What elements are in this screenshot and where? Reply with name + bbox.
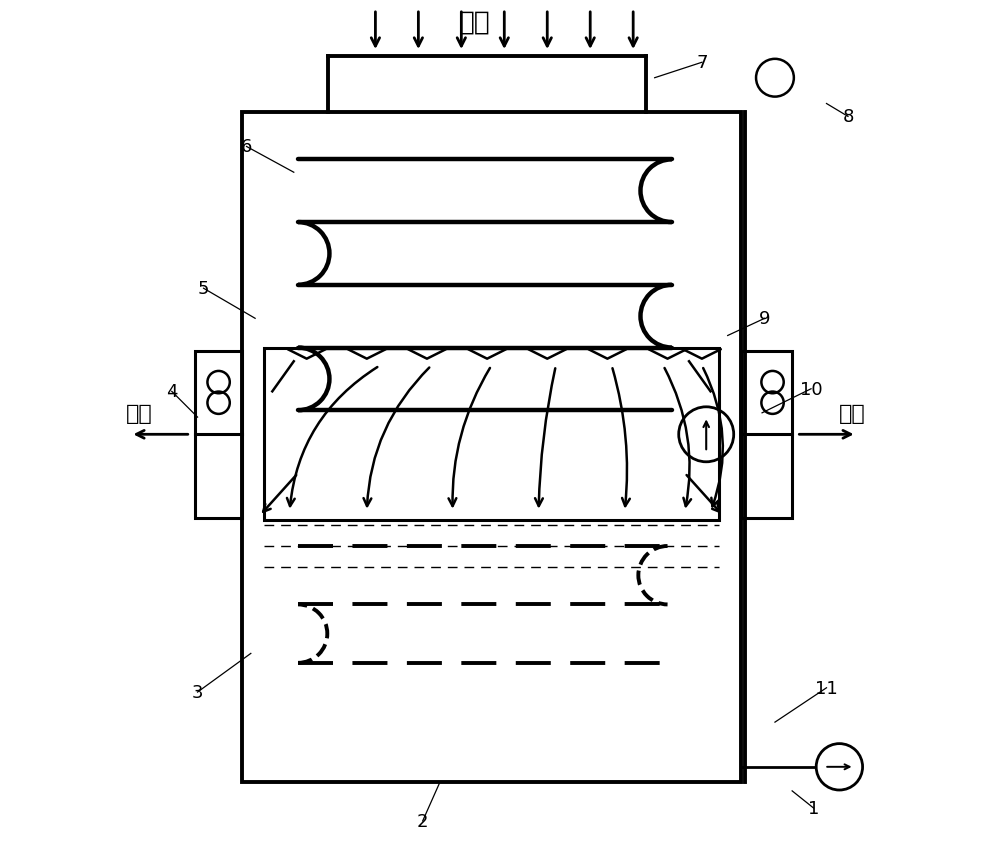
Text: 11: 11	[815, 679, 838, 697]
Text: 烟气: 烟气	[458, 9, 490, 36]
Text: 2: 2	[417, 812, 428, 830]
Text: 6: 6	[241, 139, 252, 157]
Text: 10: 10	[800, 381, 822, 399]
Text: 4: 4	[166, 383, 178, 401]
Text: 8: 8	[842, 108, 854, 127]
Text: 烟气: 烟气	[839, 403, 866, 424]
Text: 5: 5	[198, 280, 209, 298]
Text: 烟气: 烟气	[126, 403, 153, 424]
Text: 7: 7	[696, 54, 708, 72]
Text: 9: 9	[759, 310, 770, 328]
Text: 3: 3	[192, 684, 203, 701]
Text: 1: 1	[808, 799, 819, 817]
